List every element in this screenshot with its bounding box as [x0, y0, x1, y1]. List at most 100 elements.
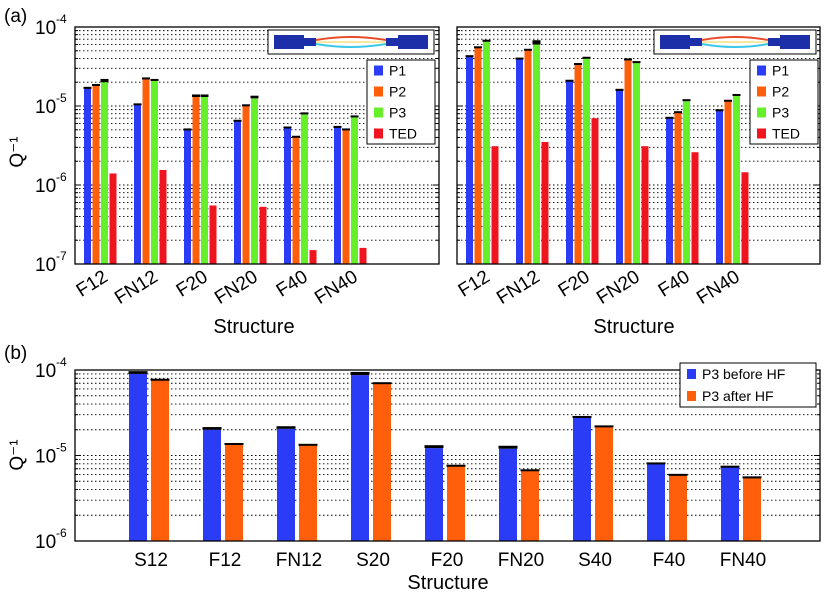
legend-swatch — [687, 391, 696, 401]
bar-p2-fn12 — [524, 50, 532, 264]
error-bar — [574, 63, 582, 66]
bar-ted-fn12 — [159, 169, 167, 264]
bar-p3-before-hf-f20 — [425, 448, 443, 541]
bar-p3-f12 — [101, 82, 108, 264]
bar-p3-fn20 — [633, 63, 640, 265]
y-tick-label: 10 -4 — [35, 355, 67, 382]
x-tick-label: FN20 — [593, 266, 644, 308]
bar-p2-f20 — [192, 96, 200, 264]
legend-swatch — [374, 107, 383, 118]
legend-label: P3 — [389, 105, 406, 121]
error-bar — [202, 427, 222, 430]
bar-p3-f12 — [483, 41, 490, 264]
bar-p1-fn12 — [516, 58, 523, 265]
legend-label: TED — [389, 126, 417, 142]
legend: P1 P2 P3 TED — [749, 59, 819, 145]
error-bar — [283, 126, 292, 129]
bar-p1-f20 — [566, 80, 573, 264]
bar-p1-f20 — [184, 129, 191, 264]
bar-p1-fn12 — [134, 104, 141, 264]
x-tick-label: F20 — [173, 266, 212, 301]
y-tick-label: 10 -5 — [35, 441, 67, 468]
x-tick-label: FN20 — [211, 266, 262, 308]
bar-p3-after-hf-f20 — [447, 466, 465, 541]
bar-p1-fn20 — [616, 90, 623, 264]
x-tick-label: F12 — [455, 266, 494, 301]
bar-p3-before-hf-f12 — [203, 429, 221, 541]
bar-p3-before-hf-s20 — [351, 375, 369, 541]
x-tick-label: FN40 — [311, 266, 362, 308]
x-tick-label: FN12 — [493, 266, 544, 308]
legend-swatch — [374, 86, 383, 97]
error-bar — [624, 58, 632, 61]
axes-frame — [74, 26, 440, 265]
error-bar — [720, 465, 740, 468]
error-bar — [465, 55, 474, 58]
inset-beam-lower — [701, 43, 769, 48]
error-bar — [582, 56, 591, 59]
x-tick-label: FN12 — [276, 550, 322, 571]
bar-p3-fn12 — [533, 44, 540, 265]
inset-step-right — [768, 38, 780, 46]
legend-swatch — [687, 369, 696, 379]
bar-ted-fn20 — [259, 206, 267, 264]
x-tick-label: F12 — [73, 266, 112, 301]
bar-p1-f12 — [84, 87, 91, 265]
y-tick-base: 10 — [35, 176, 56, 197]
bar-p1-f40 — [666, 118, 673, 265]
legend: P1 P2 P3 TED — [366, 59, 436, 145]
error-bar — [424, 445, 444, 449]
legend-label: P2 — [389, 84, 406, 100]
error-bar — [150, 378, 170, 381]
bar-ted-f12 — [491, 146, 499, 264]
inset-beam-upper — [315, 36, 387, 41]
error-bar — [298, 443, 318, 446]
bar-p3-before-hf-s40 — [573, 417, 591, 541]
x-tick-label: F40 — [655, 266, 694, 301]
error-bar — [250, 95, 259, 99]
y-tick-exponent: -5 — [56, 91, 67, 105]
error-bar — [615, 88, 624, 91]
error-bar — [682, 99, 691, 102]
y-tick-base: 10 — [35, 447, 56, 468]
x-axis-title-b: Structure — [407, 572, 488, 594]
error-bar — [674, 111, 682, 114]
x-tick-label: FN20 — [498, 550, 544, 571]
error-bar — [632, 61, 641, 64]
y-tick-label: 10 -4 — [35, 12, 67, 39]
error-bar — [524, 48, 532, 51]
bar-p3-before-hf-fn12 — [277, 428, 295, 541]
inset-pad-left — [274, 35, 304, 49]
y-tick-exponent: -7 — [56, 249, 67, 263]
error-bar — [342, 128, 350, 131]
error-bar — [532, 40, 541, 45]
bar-p3-f40 — [301, 113, 308, 265]
y-axis-title-a: Q⁻¹ — [7, 136, 28, 167]
bar-p3-after-hf-f12 — [225, 444, 243, 541]
bar-p2-fn12 — [142, 78, 150, 264]
error-bar — [446, 464, 466, 467]
y-tick-exponent: -6 — [56, 170, 67, 184]
axes-frame — [456, 26, 821, 265]
bar-p3-fn40 — [733, 95, 740, 264]
bar-p3-f20 — [583, 58, 590, 265]
error-bar — [668, 473, 688, 476]
bar-p1-f12 — [466, 55, 473, 264]
bar-p2-fn40 — [724, 101, 732, 265]
inset-pad-right — [398, 35, 428, 49]
y-tick-label: 10 -5 — [35, 91, 67, 118]
error-bar — [83, 86, 92, 89]
error-bar — [665, 116, 674, 119]
inset-pad-left — [660, 35, 690, 49]
bar-p3-after-hf-s12 — [151, 380, 169, 541]
error-bar — [350, 371, 370, 376]
bar-p1-fn20 — [234, 120, 241, 264]
error-bar — [646, 462, 666, 465]
x-axis-title-a-right: Structure — [593, 316, 674, 338]
error-bar — [565, 79, 574, 82]
y-tick-exponent: -4 — [56, 12, 67, 26]
bar-p3-before-hf-fn40 — [721, 467, 739, 541]
x-tick-label: F12 — [209, 550, 242, 571]
error-bar — [276, 426, 296, 429]
